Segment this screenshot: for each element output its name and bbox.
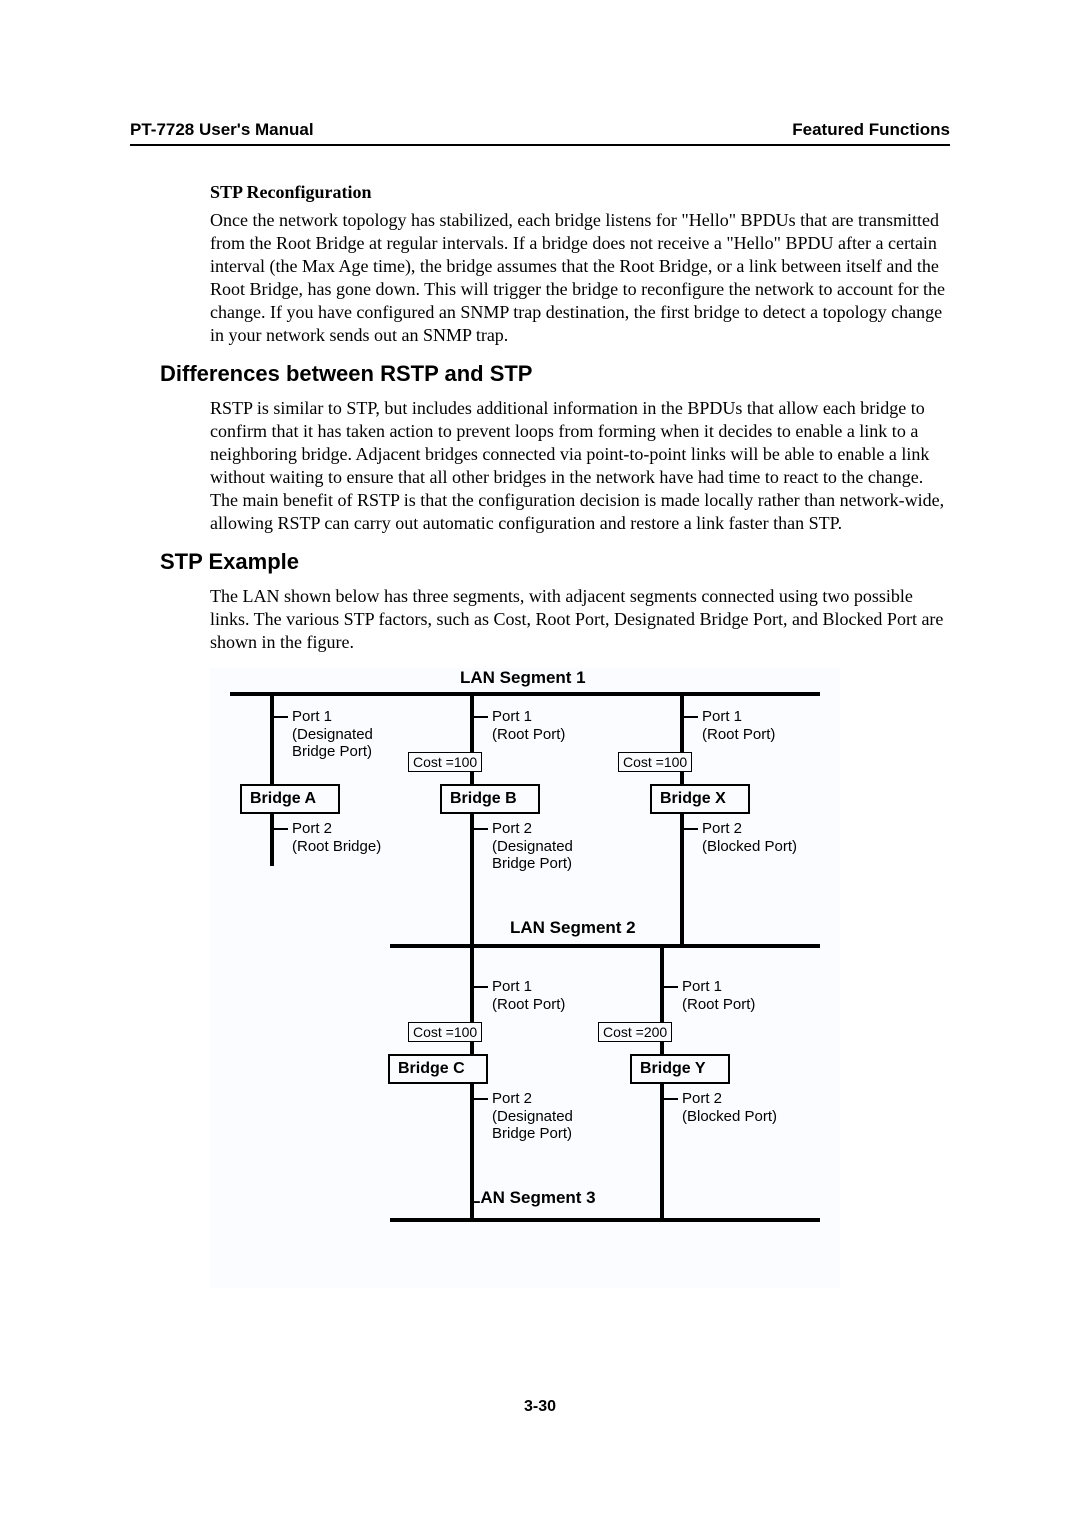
bridgeY-port2: Port 2(Blocked Port) [682,1090,777,1125]
seg2-bus [390,944,820,948]
stp-reconfig-block: STP Reconfiguration Once the network top… [210,182,950,347]
bridgeC-cost: Cost =100 [408,1022,482,1042]
seg3-bus [390,1218,820,1222]
bridgeB-vline [470,696,474,944]
header-left: PT-7728 User's Manual [130,120,314,140]
bridgeY-p2-tick [660,1098,678,1100]
bridgeA-p2-tick [270,828,288,830]
diff-block: RSTP is similar to STP, but includes add… [210,397,950,535]
bridgeY-box: Bridge Y [630,1054,730,1084]
bridgeB-cost: Cost =100 [408,752,482,772]
bridgeX-port2: Port 2(Blocked Port) [702,820,797,855]
lan-seg1-label: LAN Segment 1 [460,668,586,688]
bridgeA-port2: Port 2(Root Bridge) [292,820,381,855]
seg1-bus [230,692,820,696]
bridgeA-port1: Port 1(DesignatedBridge Port) [292,708,373,760]
bridgeY-cost: Cost =200 [598,1022,672,1042]
bridgeB-box: Bridge B [440,784,540,814]
bridgeC-port1: Port 1(Root Port) [492,978,565,1013]
diff-body: RSTP is similar to STP, but includes add… [210,397,950,535]
bridgeC-port2: Port 2(DesignatedBridge Port) [492,1090,573,1142]
bridgeB-p2-tick [470,828,488,830]
lan-seg3-label: LAN Segment 3 [470,1188,596,1208]
bridgeA-box: Bridge A [240,784,340,814]
bridgeY-port1: Port 1(Root Port) [682,978,755,1013]
bridgeX-vline [680,696,684,944]
header-right: Featured Functions [792,120,950,140]
bridgeB-p1-tick [470,716,488,718]
diff-heading: Differences between RSTP and STP [160,361,950,387]
bridgeB-port2: Port 2(DesignatedBridge Port) [492,820,573,872]
example-heading: STP Example [160,549,950,575]
page-number: 3-30 [130,1398,950,1416]
bridgeX-cost: Cost =100 [618,752,692,772]
bridgeX-p1-tick [680,716,698,718]
page-header: PT-7728 User's Manual Featured Functions [130,120,950,146]
stp-diagram: LAN Segment 1 Port 1(DesignatedBridge Po… [210,668,840,1288]
bridgeB-port1: Port 1(Root Port) [492,708,565,743]
bridgeX-p2-tick [680,828,698,830]
bridgeA-vline [270,696,274,866]
bridgeX-port1: Port 1(Root Port) [702,708,775,743]
stp-reconfig-heading: STP Reconfiguration [210,182,950,203]
bridgeC-p2-tick [470,1098,488,1100]
stp-reconfig-body: Once the network topology has stabilized… [210,209,950,347]
example-block: The LAN shown below has three segments, … [210,585,950,654]
bridgeA-p1-tick [270,716,288,718]
bridgeY-p1-tick [660,986,678,988]
lan-seg2-label: LAN Segment 2 [510,918,636,938]
bridgeC-p1-tick [470,986,488,988]
bridgeX-box: Bridge X [650,784,750,814]
page-container: PT-7728 User's Manual Featured Functions… [0,0,1080,1476]
example-body: The LAN shown below has three segments, … [210,585,950,654]
bridgeC-box: Bridge C [388,1054,488,1084]
